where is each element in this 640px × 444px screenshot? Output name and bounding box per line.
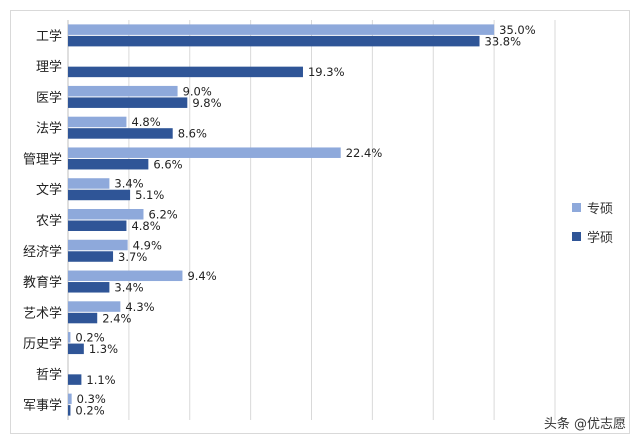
- bar: [68, 178, 110, 189]
- data-label: 2.4%: [102, 311, 131, 325]
- bar: [68, 66, 303, 78]
- bar: [68, 393, 72, 405]
- bar: [68, 24, 495, 35]
- bar: [68, 158, 149, 170]
- data-label: 9.0%: [183, 84, 212, 98]
- legend-item-xueshuo: 学硕: [572, 227, 613, 246]
- data-label: 33.8%: [485, 34, 522, 48]
- data-label: 22.4%: [346, 146, 383, 160]
- data-label: 9.8%: [192, 96, 221, 110]
- data-label: 8.6%: [178, 127, 207, 141]
- bar: [68, 251, 114, 262]
- data-label: 4.8%: [131, 115, 160, 129]
- data-label: 4.8%: [131, 219, 160, 233]
- data-label: 0.2%: [75, 331, 104, 345]
- bar: [68, 270, 183, 282]
- bar: [68, 282, 110, 293]
- bar: [68, 85, 178, 97]
- data-label: 9.4%: [187, 269, 216, 283]
- bar: [68, 332, 71, 343]
- category-label: 工学: [36, 28, 62, 44]
- legend-item-zhuanshuo: 专硕: [572, 198, 613, 217]
- category-label: 管理学: [23, 151, 62, 167]
- data-label: 1.3%: [89, 342, 118, 356]
- data-label: 0.3%: [77, 392, 106, 406]
- category-label: 农学: [36, 213, 62, 229]
- watermark-credit: 头条 @优志愿: [543, 417, 626, 432]
- legend: 专硕 学硕: [572, 198, 613, 256]
- data-label: 0.2%: [75, 404, 104, 418]
- category-label: 哲学: [36, 367, 62, 383]
- category-label: 法学: [36, 121, 62, 137]
- category-label: 经济学: [23, 244, 62, 260]
- data-label: 3.4%: [114, 177, 143, 191]
- bar: [68, 220, 127, 231]
- bar: [68, 128, 173, 139]
- data-label: 19.3%: [308, 65, 345, 79]
- bar: [68, 209, 144, 220]
- bar: [68, 343, 84, 355]
- data-label: 4.3%: [125, 300, 154, 314]
- category-label: 文学: [36, 182, 62, 198]
- data-label: 6.6%: [153, 157, 182, 171]
- category-label: 教育学: [23, 275, 62, 291]
- bar: [68, 97, 188, 108]
- bar: [68, 374, 82, 385]
- bar: [68, 239, 128, 251]
- bar: [68, 301, 121, 312]
- bar: [68, 116, 127, 128]
- category-label: 历史学: [23, 336, 62, 352]
- data-label: 3.4%: [114, 281, 143, 295]
- category-label: 医学: [36, 90, 62, 106]
- bar: [68, 35, 480, 47]
- category-label: 艺术学: [23, 305, 62, 321]
- bar: [68, 147, 341, 158]
- category-label: 理学: [36, 59, 62, 75]
- data-label: 5.1%: [135, 188, 164, 202]
- data-label: 6.2%: [148, 208, 177, 222]
- legend-label-xueshuo: 学硕: [587, 231, 614, 246]
- legend-swatch-xueshuo: [572, 232, 581, 241]
- data-label: 35.0%: [499, 23, 536, 37]
- category-label: 军事学: [23, 398, 62, 414]
- bar: [68, 312, 98, 324]
- bar: [68, 189, 131, 201]
- bar: [68, 405, 71, 416]
- data-label: 3.7%: [118, 250, 147, 264]
- data-label: 1.1%: [86, 373, 115, 387]
- legend-swatch-zhuanshuo: [572, 203, 581, 212]
- data-label: 4.9%: [133, 238, 162, 252]
- legend-label-zhuanshuo: 专硕: [587, 202, 614, 217]
